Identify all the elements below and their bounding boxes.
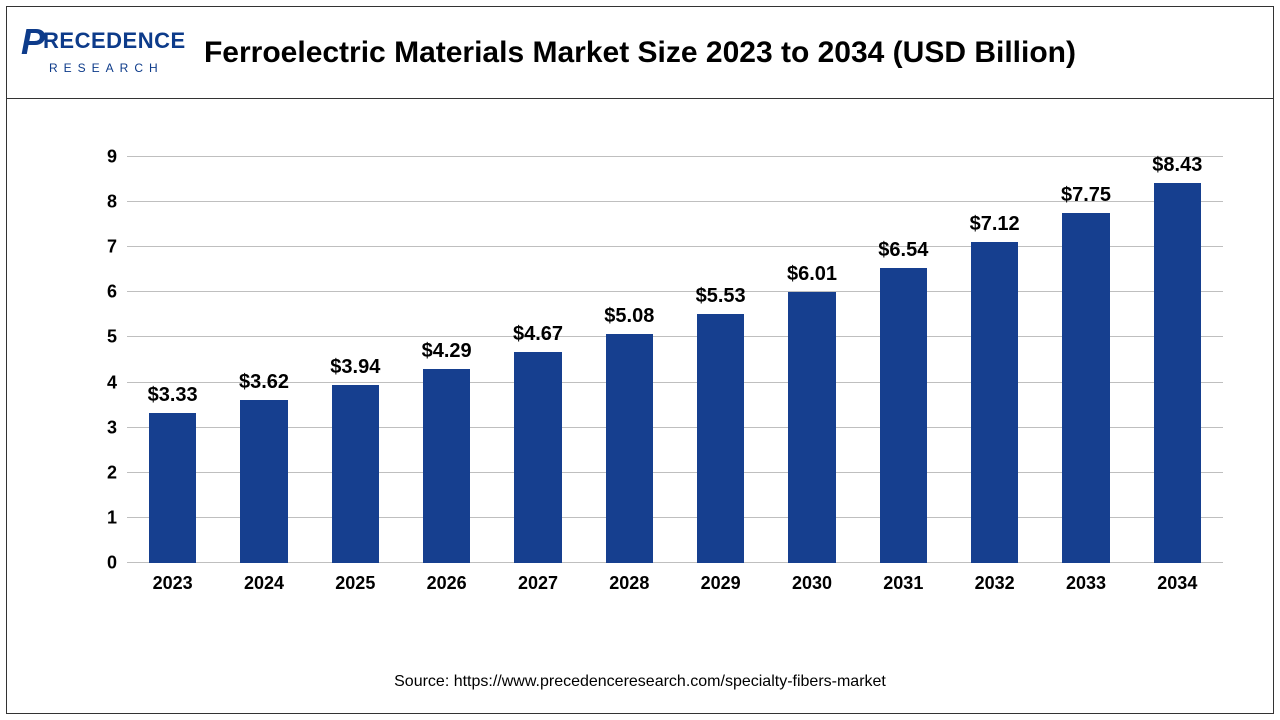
y-tick-label: 4 (107, 372, 127, 393)
y-tick-label: 3 (107, 417, 127, 438)
logo-line1: RECEDENCE (43, 28, 186, 53)
bar-value-label: $3.94 (330, 356, 380, 379)
bar: $7.122032 (971, 242, 1018, 563)
logo: PRECEDENCE RESEARCH (21, 21, 201, 75)
bar-rect (606, 334, 653, 563)
bar-value-label: $6.54 (878, 239, 928, 262)
logo-line2: RESEARCH (21, 61, 201, 75)
bar-value-label: $3.62 (239, 371, 289, 394)
logo-brand: PRECEDENCE (21, 21, 186, 63)
x-tick-label: 2024 (244, 573, 284, 594)
bar-rect (697, 314, 744, 563)
chart-area: 0123456789$3.332023$3.622024$3.942025$4.… (87, 157, 1233, 603)
grid-line (127, 336, 1223, 337)
bar: $8.432034 (1154, 183, 1201, 563)
x-tick-label: 2031 (883, 573, 923, 594)
bar-rect (240, 400, 287, 563)
bar-rect (1154, 183, 1201, 563)
x-tick-label: 2027 (518, 573, 558, 594)
y-tick-label: 6 (107, 282, 127, 303)
bar-value-label: $3.33 (148, 384, 198, 407)
bar: $5.532029 (697, 314, 744, 563)
bar: $4.672027 (514, 352, 561, 563)
grid-line (127, 156, 1223, 157)
bar: $7.752033 (1062, 213, 1109, 563)
bar-value-label: $5.08 (604, 305, 654, 328)
y-tick-label: 9 (107, 147, 127, 168)
grid-line (127, 562, 1223, 563)
chart-frame: PRECEDENCE RESEARCH Ferroelectric Materi… (6, 6, 1274, 714)
bar: $3.942025 (332, 385, 379, 563)
x-tick-label: 2033 (1066, 573, 1106, 594)
bar: $6.542031 (880, 268, 927, 563)
x-tick-label: 2030 (792, 573, 832, 594)
y-tick-label: 8 (107, 192, 127, 213)
bar-rect (971, 242, 1018, 563)
x-tick-label: 2028 (609, 573, 649, 594)
bar: $3.622024 (240, 400, 287, 563)
bar-value-label: $8.43 (1152, 154, 1202, 177)
grid-line (127, 291, 1223, 292)
bar: $5.082028 (606, 334, 653, 563)
bar-rect (788, 292, 835, 563)
x-tick-label: 2034 (1157, 573, 1197, 594)
y-tick-label: 5 (107, 327, 127, 348)
x-tick-label: 2029 (701, 573, 741, 594)
bar-value-label: $4.29 (422, 340, 472, 363)
bar-value-label: $7.75 (1061, 184, 1111, 207)
bar-rect (1062, 213, 1109, 563)
header-band: PRECEDENCE RESEARCH Ferroelectric Materi… (7, 7, 1273, 99)
y-tick-label: 1 (107, 507, 127, 528)
bar-value-label: $4.67 (513, 323, 563, 346)
grid-line (127, 382, 1223, 383)
bar-value-label: $5.53 (696, 285, 746, 308)
y-tick-label: 0 (107, 553, 127, 574)
bar: $4.292026 (423, 369, 470, 563)
grid-line (127, 201, 1223, 202)
y-tick-label: 7 (107, 237, 127, 258)
plot-region: 0123456789$3.332023$3.622024$3.942025$4.… (127, 157, 1223, 563)
x-tick-label: 2026 (427, 573, 467, 594)
bar-rect (149, 413, 196, 563)
bar-rect (332, 385, 379, 563)
bar-value-label: $7.12 (970, 213, 1020, 236)
x-tick-label: 2032 (975, 573, 1015, 594)
bar: $3.332023 (149, 413, 196, 563)
bar-rect (880, 268, 927, 563)
grid-line (127, 472, 1223, 473)
bar-rect (423, 369, 470, 563)
grid-line (127, 427, 1223, 428)
source-text: Source: https://www.precedenceresearch.c… (7, 673, 1273, 691)
y-tick-label: 2 (107, 462, 127, 483)
grid-line (127, 246, 1223, 247)
x-tick-label: 2025 (335, 573, 375, 594)
x-tick-label: 2023 (153, 573, 193, 594)
grid-line (127, 517, 1223, 518)
bar-value-label: $6.01 (787, 263, 837, 286)
bar: $6.012030 (788, 292, 835, 563)
bar-rect (514, 352, 561, 563)
